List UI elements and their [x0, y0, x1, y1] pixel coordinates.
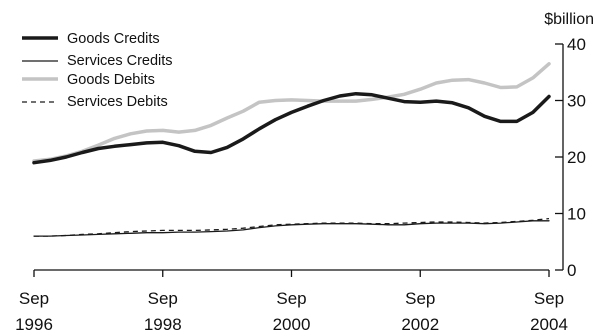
x-tick-label-year: 1996 — [15, 315, 53, 334]
legend: Goods Credits Services Credits Goods Deb… — [22, 31, 173, 110]
x-tick-label-year: 2002 — [401, 315, 439, 334]
legend-label-goods-debits: Goods Debits — [67, 72, 155, 88]
series-line-goods-credits — [32, 91, 551, 165]
legend-label-services-debits: Services Debits — [67, 94, 168, 110]
y-tick-label: 10 — [567, 205, 586, 224]
series-line-services-debits — [34, 217, 550, 237]
x-tick-label-month: Sep — [534, 289, 564, 308]
legend-label-services-credits: Services Credits — [67, 53, 173, 69]
x-tick-label-year: 1998 — [144, 315, 182, 334]
series-line-services-credits — [33, 220, 550, 237]
x-tick-label-month: Sep — [148, 289, 178, 308]
series-lines — [32, 62, 551, 237]
x-tick-label-month: Sep — [19, 289, 49, 308]
y-tick-label: 40 — [567, 35, 586, 54]
x-tick-label-year: 2000 — [273, 315, 311, 334]
series-line-goods-debits — [32, 62, 551, 163]
y-tick-label: 0 — [567, 261, 576, 280]
x-axis-ticks: Sep 1996 Sep 1998 Sep 2000 Sep 2002 Sep 2004 — [15, 270, 568, 334]
y-unit-label: $billion — [544, 11, 594, 28]
y-tick-label: 30 — [567, 92, 586, 111]
x-tick-label-year: 2004 — [530, 315, 568, 334]
legend-label-goods-credits: Goods Credits — [67, 31, 160, 47]
y-axis-ticks: 0 10 20 30 40 — [555, 35, 586, 280]
x-tick-label-month: Sep — [276, 289, 306, 308]
y-tick-label: 20 — [567, 148, 586, 167]
x-tick-label-month: Sep — [405, 289, 435, 308]
